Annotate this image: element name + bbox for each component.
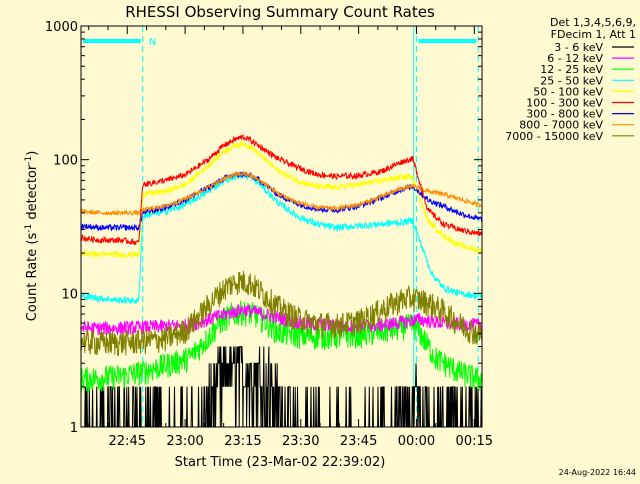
- legend-entry-label: 6 - 12 keV: [547, 52, 603, 65]
- legend-entry-label: 7000 - 15000 keV: [505, 130, 603, 143]
- legend-header-line: FDecim 1, Att 1: [551, 28, 636, 41]
- y-label-part: Count Rate (s: [25, 233, 40, 322]
- legend-header-line: Det 1,3,4,5,6,9,: [550, 16, 636, 29]
- y-axis: 1 10 100 1000: [45, 20, 482, 436]
- svg-text:Count Rate (s-1 detector-1): Count Rate (s-1 detector-1): [24, 151, 40, 322]
- legend-entry-label: 300 - 800 keV: [526, 108, 603, 121]
- y-axis-label: Count Rate (s-1 detector-1): [24, 151, 40, 322]
- night-marker-label: N: [149, 37, 156, 48]
- y-tick-label: 1: [70, 421, 78, 436]
- y-tick-label: 100: [53, 154, 78, 169]
- x-axis: 22:45 23:00 23:15 23:30 23:45 00:00 00:15: [88, 26, 493, 449]
- y-label-superscript: -1: [24, 156, 34, 165]
- series-line: [81, 140, 482, 259]
- legend-entry-label: 800 - 7000 keV: [519, 119, 603, 132]
- y-tick-label: 10: [61, 287, 78, 302]
- legend-entry-label: 12 - 25 keV: [540, 63, 603, 76]
- x-tick-label: 23:45: [340, 434, 377, 449]
- x-tick-label: 00:15: [456, 434, 493, 449]
- y-label-part: ): [25, 151, 40, 156]
- legend-entry-label: 3 - 6 keV: [554, 41, 603, 54]
- y-tick-label: 1000: [45, 20, 78, 35]
- series-line: [81, 300, 482, 392]
- y-label-superscript: -1: [24, 224, 34, 233]
- x-tick-label: 23:30: [282, 434, 319, 449]
- x-tick-label: 00:00: [398, 434, 435, 449]
- plot-timestamp: 24-Aug-2022 16:44: [559, 468, 636, 477]
- legend-entry-label: 25 - 50 keV: [540, 74, 603, 87]
- series-line: [81, 133, 482, 246]
- series-line: [81, 171, 482, 305]
- legend-entry-label: 50 - 100 keV: [533, 85, 603, 98]
- chart-title: RHESSI Observing Summary Count Rates: [125, 3, 435, 21]
- series-line: [81, 170, 482, 217]
- x-tick-label: 23:00: [166, 434, 203, 449]
- x-tick-label: 22:45: [109, 434, 146, 449]
- x-axis-label: Start Time (23-Mar-02 22:39:02): [175, 455, 386, 470]
- series-line: [81, 304, 482, 336]
- y-label-part: detector: [25, 164, 40, 224]
- x-tick-label: 23:15: [224, 434, 261, 449]
- legend-entry-label: 100 - 300 keV: [526, 97, 603, 110]
- series-line: [81, 346, 482, 427]
- series-layer: [81, 133, 482, 427]
- series-line: [81, 270, 482, 357]
